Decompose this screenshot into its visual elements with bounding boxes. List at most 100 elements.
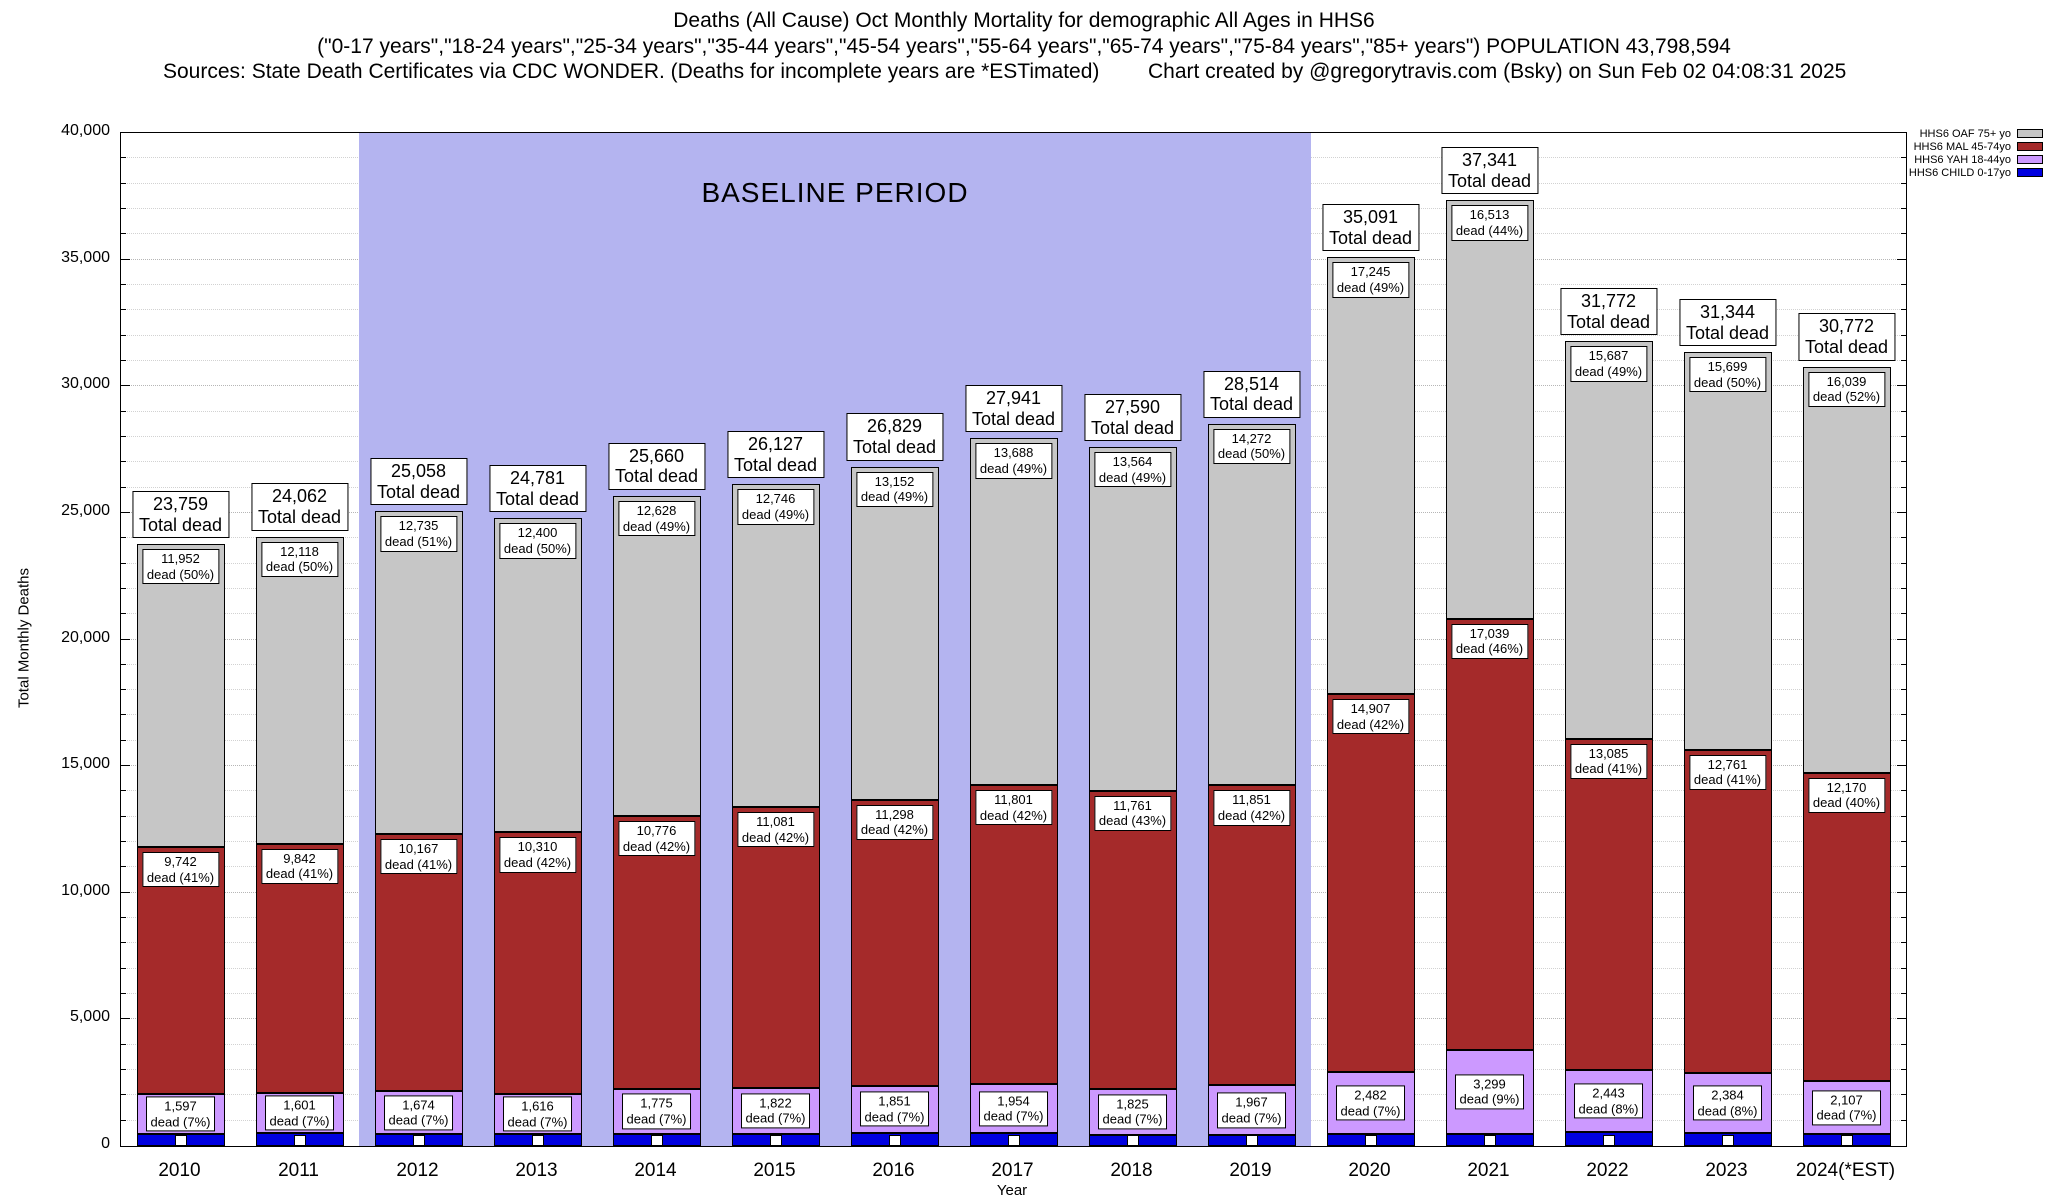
bar-segment-mal [1683,749,1772,1073]
y-tick-label: 0 [101,1135,110,1152]
legend-label: HHS6 MAL 45-74yo [1913,140,2011,153]
x-tick-label: 2012 [396,1160,439,1181]
bar-segment-mal [850,799,939,1086]
legend-row: HHS6 MAL 45-74yo [1909,140,2043,153]
x-tick-label: 2015 [753,1160,796,1181]
legend-swatch [2017,142,2043,151]
y-tick-label: 15,000 [61,755,110,773]
bar-segment-oaf [612,496,701,816]
sources-text: Sources: State Death Certificates via CD… [163,60,1100,83]
y-tick-mark [121,410,126,412]
y-tick-mark [1901,157,1906,159]
total-dead-label: 31,772 Total dead [1559,288,1658,336]
y-tick-label: 10,000 [61,881,110,899]
y-tick-mark [121,562,126,564]
y-tick-mark [1901,359,1906,361]
bar-segment-mal [1088,790,1177,1089]
child-label-box [650,1135,663,1146]
bar-segment-oaf [374,511,463,834]
y-tick-mark [1897,1018,1906,1020]
mal-dead-label: 11,081 dead (42%) [736,812,815,848]
x-tick-label: 2014 [634,1160,677,1181]
bar-segment-oaf [1445,200,1534,619]
y-tick-mark [121,967,126,969]
child-label-box [888,1135,901,1146]
y-tick-mark [1901,537,1906,539]
yah-dead-label: 1,967 dead (7%) [1216,1092,1287,1128]
y-tick-mark [121,815,126,817]
bar-segment-mal [1326,694,1415,1072]
y-tick-mark [1901,663,1906,665]
total-dead-label: 26,829 Total dead [845,413,944,461]
oaf-dead-label: 13,152 dead (49%) [855,471,934,507]
oaf-dead-label: 15,687 dead (49%) [1569,346,1648,382]
y-tick-mark [121,587,126,589]
bar-segment-oaf [969,438,1058,786]
y-tick-mark [1901,562,1906,564]
child-label-box [1245,1135,1258,1146]
child-label-box [1364,1135,1377,1146]
legend-label: HHS6 CHILD 0-17yo [1908,166,2011,179]
oaf-dead-label: 12,746 dead (49%) [736,489,815,525]
y-tick-label: 5,000 [69,1008,110,1026]
bar-segment-oaf [1802,366,1891,773]
total-dead-label: 30,772 Total dead [1797,313,1896,361]
total-dead-label: 37,341 Total dead [1440,146,1539,195]
oaf-dead-label: 14,272 dead (50%) [1212,428,1291,465]
y-tick-mark [1901,917,1906,919]
y-tick-mark [121,334,126,336]
yah-dead-label: 2,384 dead (8%) [1692,1085,1763,1121]
legend-swatch [2017,168,2043,177]
child-label-box [1602,1135,1615,1146]
y-tick-mark [1897,258,1906,260]
y-tick-label: 20,000 [61,628,110,646]
mal-dead-label: 10,310 dead (42%) [498,837,577,873]
mal-dead-label: 12,761 dead (41%) [1688,754,1767,790]
bar-segment-oaf [731,484,820,808]
y-tick-mark [121,917,126,919]
x-tick-label: 2013 [515,1160,558,1181]
total-dead-label: 27,590 Total dead [1083,393,1182,442]
y-tick-mark [1901,334,1906,336]
y-tick-mark [1901,967,1906,969]
bar-segment-oaf [1326,257,1415,695]
mal-dead-label: 17,039 dead (46%) [1450,623,1529,659]
y-tick-mark [121,1119,126,1121]
y-tick-mark [121,613,126,615]
y-tick-label: 35,000 [61,248,110,266]
yah-dead-label: 1,851 dead (7%) [859,1091,930,1127]
y-tick-mark [121,461,126,463]
bar-segment-oaf [850,466,939,800]
y-tick-mark [121,891,130,893]
y-tick-mark [121,841,126,843]
bar-segment-mal [1802,772,1891,1082]
yah-dead-label: 3,299 dead (9%) [1454,1074,1525,1110]
y-tick-mark [1901,309,1906,311]
x-tick-label: 2010 [158,1160,201,1181]
y-tick-mark [1897,385,1906,387]
child-label-box [412,1135,425,1146]
y-tick-mark [121,663,126,665]
mal-dead-label: 13,085 dead (41%) [1569,743,1648,779]
plot-area: BASELINE PERIOD 23,759 Total dead 11,952 dea… [120,132,1907,1147]
bar-segment-mal [493,832,582,1094]
y-tick-mark [1897,638,1906,640]
y-tick-mark [121,739,126,741]
y-tick-mark [121,689,126,691]
y-tick-mark [1901,714,1906,716]
oaf-dead-label: 12,400 dead (50%) [498,523,577,559]
y-tick-mark [121,283,126,285]
bar-segment-mal [1445,618,1534,1051]
legend-label: HHS6 YAH 18-44yo [1914,153,2011,166]
bar-segment-mal [969,785,1058,1084]
yah-dead-label: 2,482 dead (7%) [1335,1085,1406,1121]
y-tick-mark [1901,613,1906,615]
y-tick-mark [121,385,130,387]
y-tick-mark [121,714,126,716]
y-tick-mark [1901,1119,1906,1121]
mal-dead-label: 11,298 dead (42%) [855,804,934,840]
y-tick-mark [121,182,126,184]
x-tick-label: 2024(*EST) [1795,1160,1896,1181]
y-tick-mark [121,1094,126,1096]
x-tick-label: 2011 [278,1160,319,1181]
